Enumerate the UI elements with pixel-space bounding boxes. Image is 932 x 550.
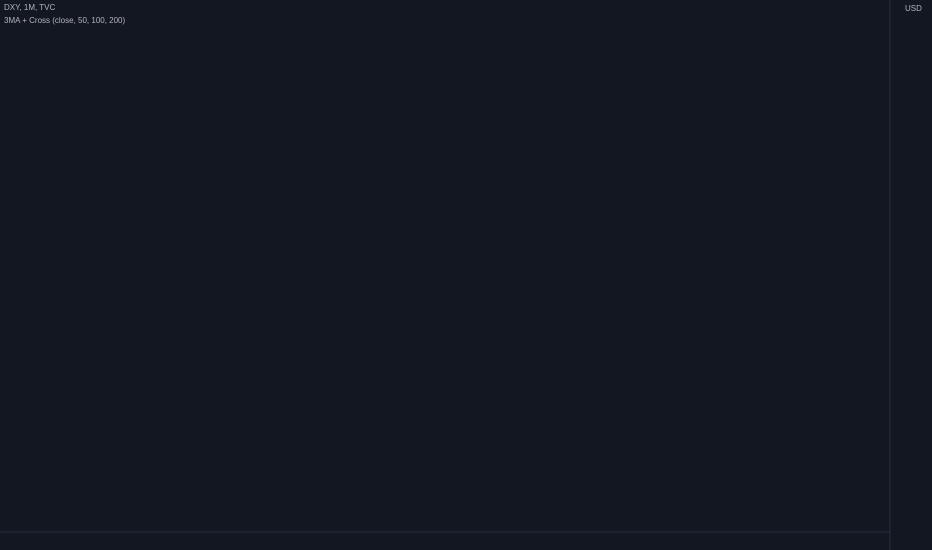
currency: USD [905,4,922,13]
indicator-title: 3MA + Cross (close, 50, 100, 200) [4,16,126,25]
chart-title: DXY, 1M, TVC [4,3,56,12]
